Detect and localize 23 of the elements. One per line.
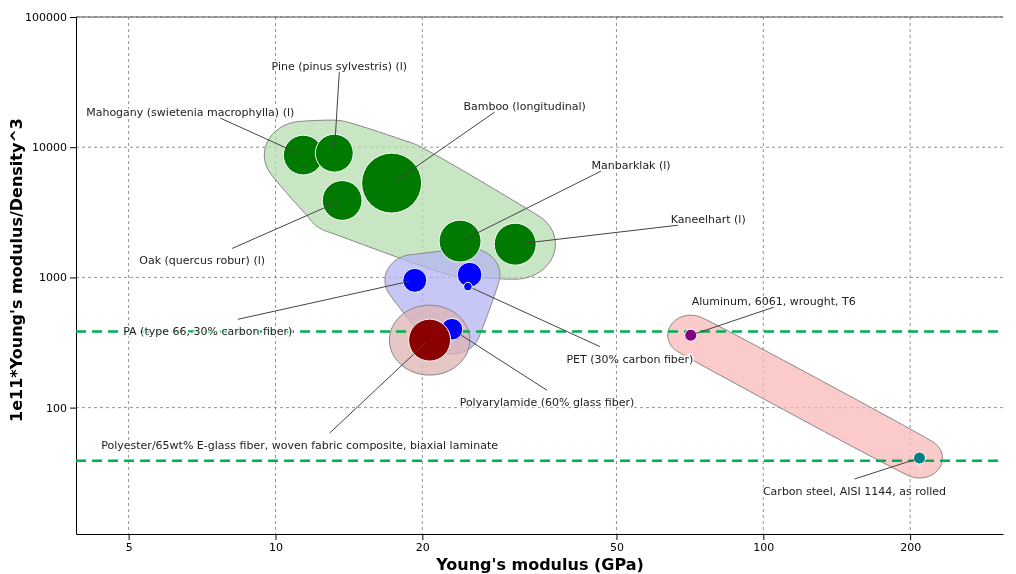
x-tick-label: 5	[125, 540, 133, 554]
x-tick-label: 200	[900, 540, 922, 554]
x-tick-label: 10	[268, 540, 283, 554]
y-axis-title: 1e11*Young's modulus/Density^3	[7, 118, 26, 422]
annotation: Carbon steel, AISI 1144, as rolled	[762, 485, 947, 499]
y-tick-label: 1000	[39, 271, 67, 285]
x-tick-label: 50	[609, 540, 624, 554]
annotation: Manbarklak (l)	[591, 159, 671, 173]
annotation: PET (30% carbon fiber)	[566, 352, 694, 366]
annotation: Oak (quercus robur) (l)	[139, 254, 266, 268]
annotation: Polyarylamide (60% glass fiber)	[459, 396, 635, 410]
y-tick-label: 10000	[32, 141, 67, 155]
annotation: Bamboo (longitudinal)	[463, 100, 586, 114]
annotation: Polyester/65wt% E-glass fiber, woven fabric composite, biaxial laminate	[101, 439, 499, 453]
x-tick-label: 20	[415, 540, 430, 554]
annotation: Pine (pinus sylvestris) (l)	[271, 60, 408, 74]
annotation: Mahogany (swietenia macrophylla) (l)	[86, 106, 295, 120]
y-tick-label: 100	[46, 401, 67, 415]
x-axis-title: Young's modulus (GPa)	[435, 555, 644, 574]
annotation: Aluminum, 6061, wrought, T6	[691, 295, 856, 309]
x-tick-label: 100	[753, 540, 775, 554]
y-tick-label: 100000	[25, 11, 67, 25]
annotation: Kaneelhart (l)	[670, 213, 746, 227]
